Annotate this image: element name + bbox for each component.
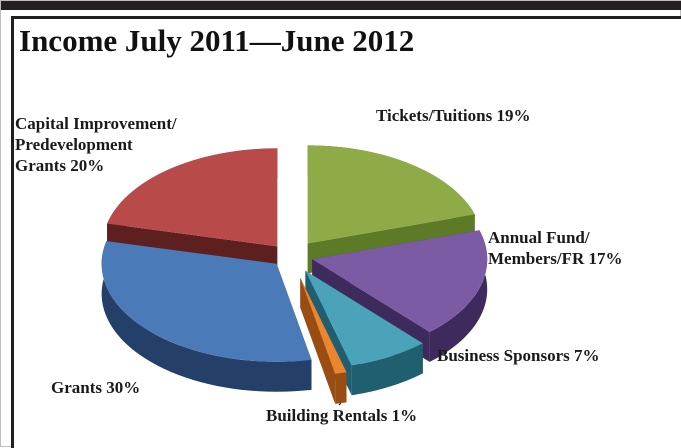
slice-label: Tickets/Tuitions 19% [376,106,530,125]
slice-label-line: Tickets/Tuitions 19% [376,106,530,125]
pie-slice-top [305,270,423,366]
pie-slice-rim [351,343,423,396]
slice-label-line: Predevelopment [15,135,133,154]
pie-slice-top [107,148,278,247]
chart-title: Income July 2011—June 2012 [19,23,415,58]
pie-slice-rim [335,372,347,404]
leader-line-building-rentals [338,402,342,406]
slice-label-line: Annual Fund/ [488,228,590,247]
top-rule [1,1,681,10]
pie-slice-top [312,230,488,332]
slice-label: Building Rentals 1% [266,406,417,425]
pie-slice-top [101,241,312,362]
pie-slice-grants [101,241,312,392]
slice-label-line: Building Rentals 1% [266,406,417,425]
slice-label: Annual Fund/Members/FR 17% [488,228,623,268]
slice-label: Capital Improvement/Predevelopment Grants… [15,114,177,175]
slice-label: Grants 30% [51,378,140,397]
slice-label-line: Capital Improvement/ [15,114,177,133]
pie-slice-members-fr [312,230,488,362]
pie-slice-rim [101,241,312,392]
pie-slice-rim [429,230,488,362]
pie-slice-building-rentals [300,277,347,404]
slice-label: Business Sponsors 7% [437,346,600,365]
slice-label-line: Grants 30% [51,378,140,397]
pie-slice-wall [300,277,336,404]
pie-slice-top [307,145,475,244]
pie-slice-top [300,277,347,374]
slice-label-line: Grants 20% [15,156,104,175]
slice-label-line: Members/FR 17% [488,249,623,268]
slice-label-line: Business Sponsors 7% [437,346,600,365]
